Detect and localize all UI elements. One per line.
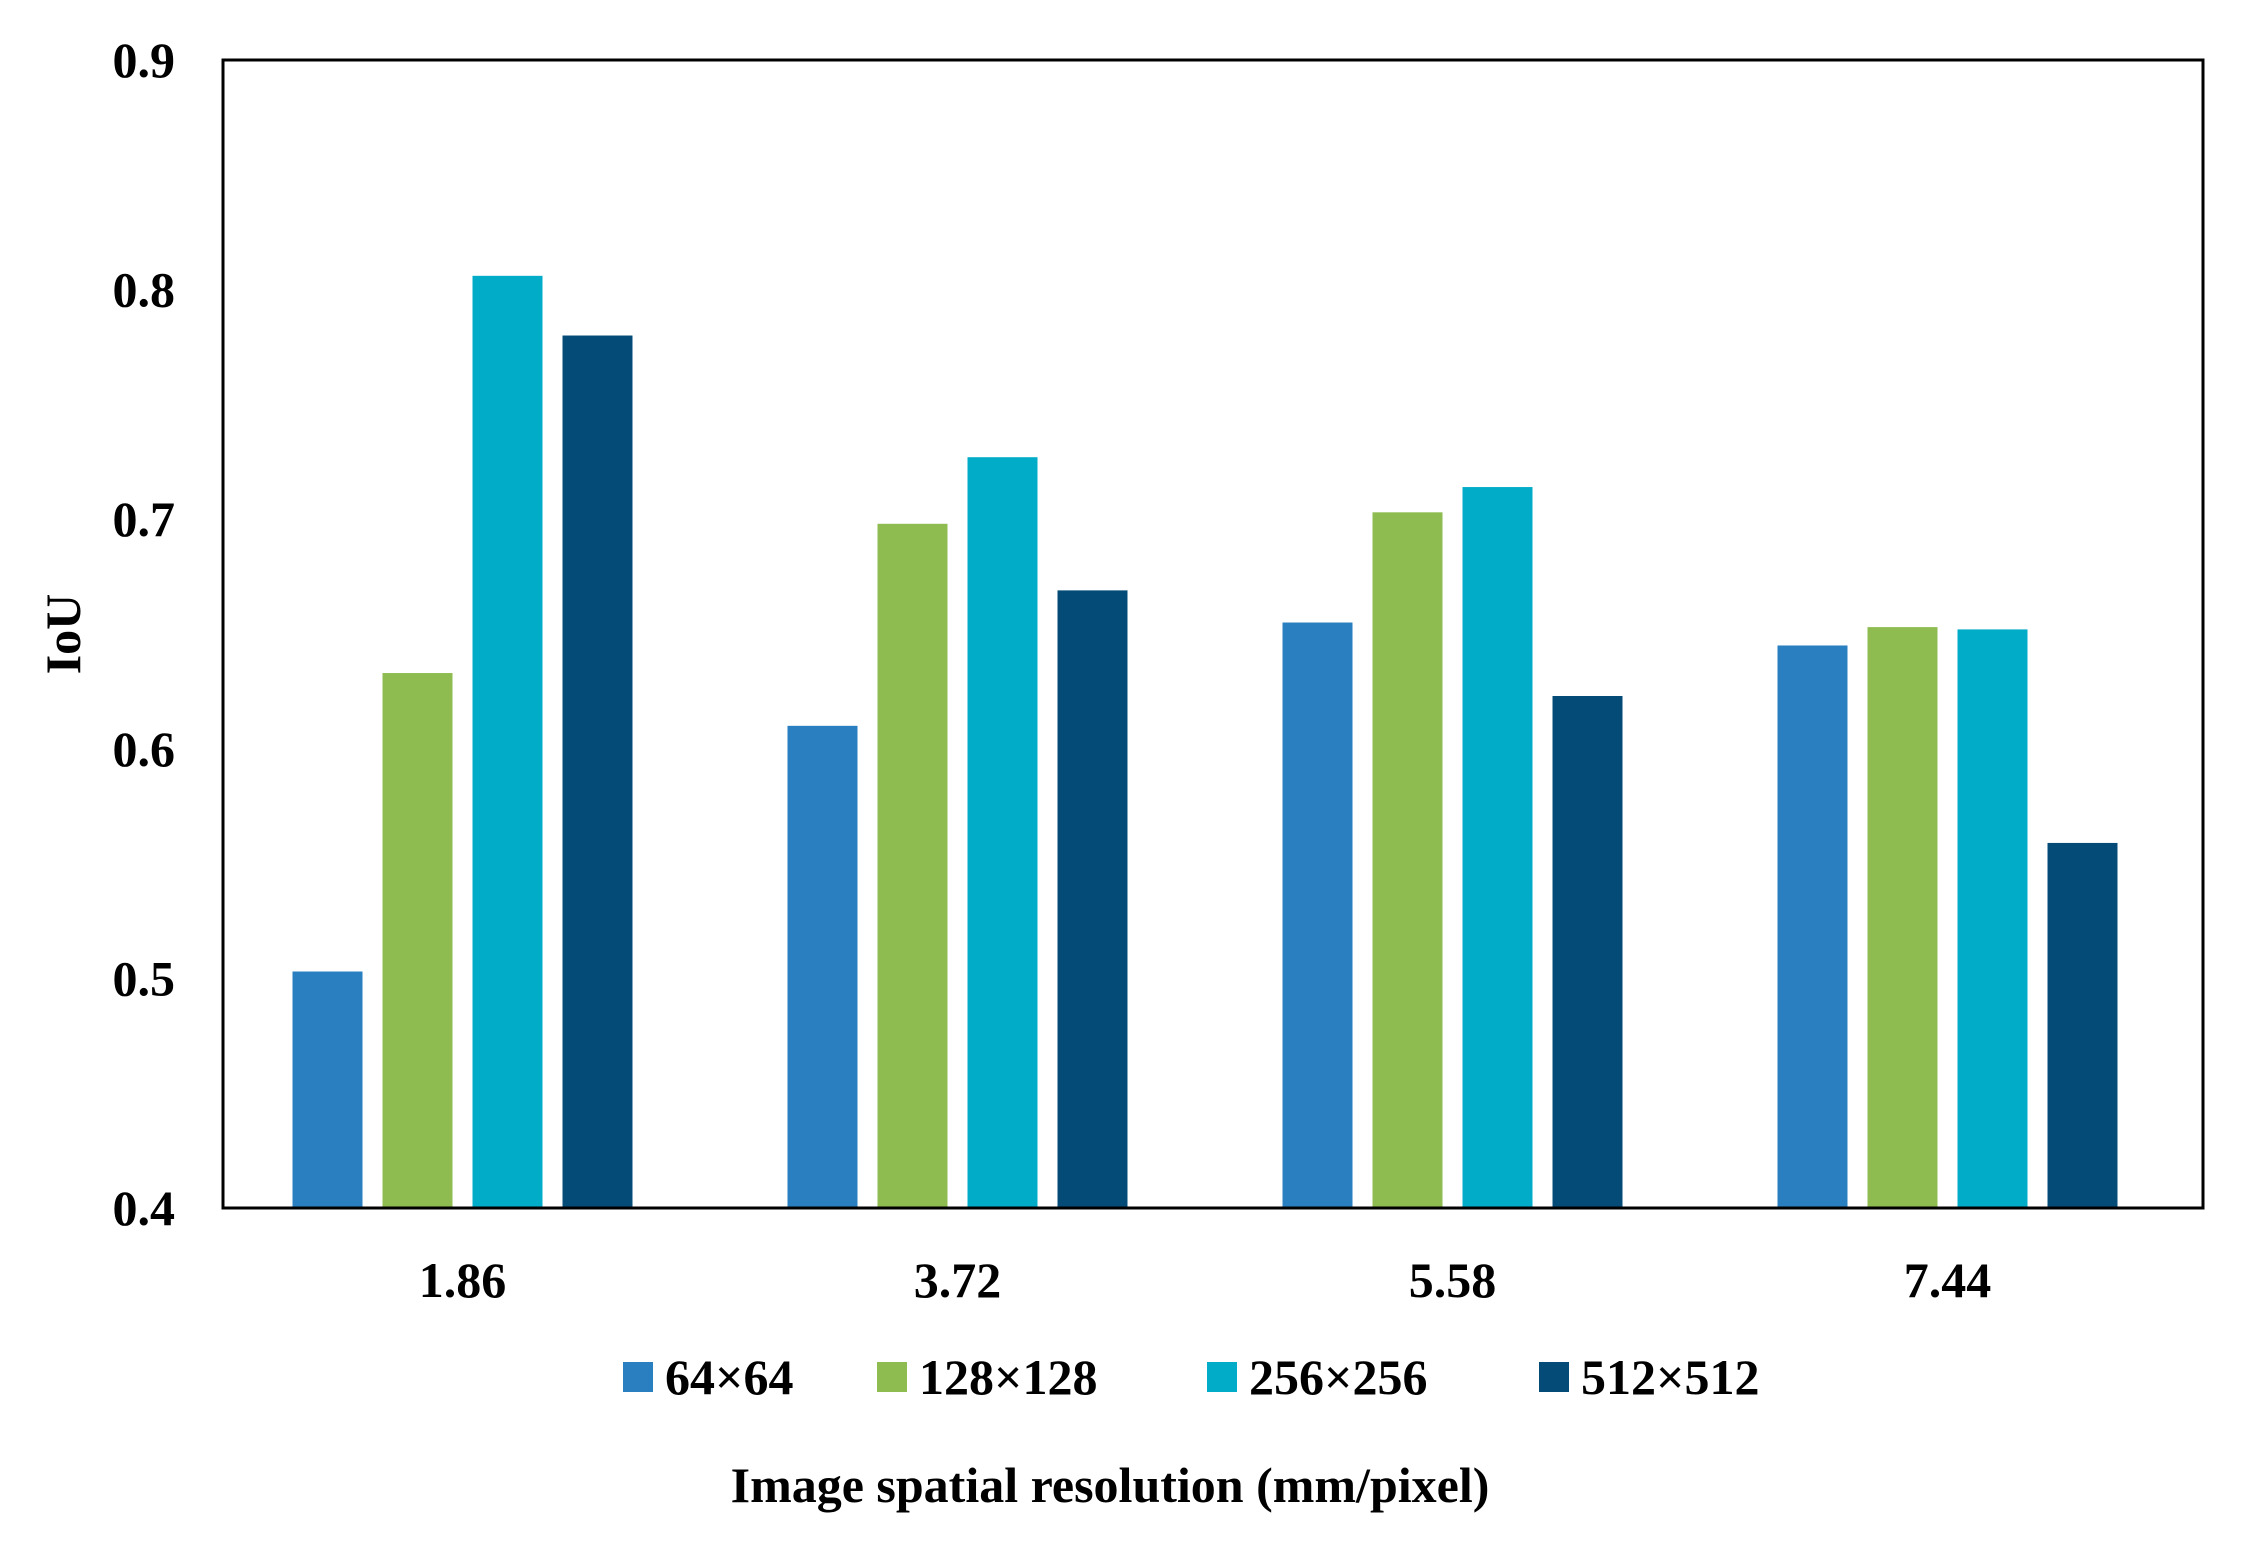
y-tick-label: 0.8 bbox=[113, 262, 176, 318]
bar bbox=[1462, 487, 1533, 1208]
legend-label: 128×128 bbox=[919, 1349, 1098, 1405]
bar bbox=[787, 725, 858, 1208]
bar bbox=[1057, 590, 1128, 1208]
x-tick-label: 5.58 bbox=[1409, 1252, 1497, 1308]
bar bbox=[1867, 627, 1938, 1208]
y-axis-label: IoU bbox=[35, 594, 91, 675]
x-tick-label: 1.86 bbox=[419, 1252, 507, 1308]
bar bbox=[967, 457, 1038, 1208]
bar bbox=[1552, 695, 1623, 1208]
bars-layer bbox=[292, 275, 2118, 1209]
legend-label: 64×64 bbox=[665, 1349, 794, 1405]
bar bbox=[877, 523, 948, 1208]
legend-swatch bbox=[1207, 1362, 1237, 1392]
x-axis-label: Image spatial resolution (mm/pixel) bbox=[731, 1457, 1490, 1513]
x-tick-label: 3.72 bbox=[914, 1252, 1002, 1308]
x-tick-label: 7.44 bbox=[1904, 1252, 1992, 1308]
plot-frame bbox=[221, 58, 2205, 1210]
bar bbox=[2047, 842, 2118, 1208]
legend-label: 512×512 bbox=[1581, 1349, 1760, 1405]
legend-swatch bbox=[877, 1362, 907, 1392]
bar bbox=[472, 275, 543, 1209]
y-tick-label: 0.5 bbox=[113, 950, 176, 1006]
bar bbox=[382, 673, 453, 1208]
bar bbox=[1372, 512, 1443, 1208]
y-tick-label: 0.7 bbox=[113, 491, 176, 547]
bar bbox=[562, 335, 633, 1208]
legend-label: 256×256 bbox=[1249, 1349, 1428, 1405]
legend: 64×64 128×128 256×256 512×512 bbox=[623, 1349, 1760, 1405]
bar bbox=[1777, 645, 1848, 1208]
legend-swatch bbox=[623, 1362, 653, 1392]
y-tick-label: 0.4 bbox=[113, 1180, 176, 1236]
y-axis-ticks: 0.4 0.5 0.6 0.7 0.8 0.9 bbox=[113, 32, 176, 1236]
bar bbox=[1282, 622, 1353, 1208]
bar bbox=[292, 971, 363, 1208]
x-axis-ticks: 1.86 3.72 5.58 7.44 bbox=[419, 1252, 1992, 1308]
bar bbox=[1957, 629, 2028, 1208]
legend-swatch bbox=[1539, 1362, 1569, 1392]
y-tick-label: 0.6 bbox=[113, 721, 176, 777]
y-tick-label: 0.9 bbox=[113, 32, 176, 88]
